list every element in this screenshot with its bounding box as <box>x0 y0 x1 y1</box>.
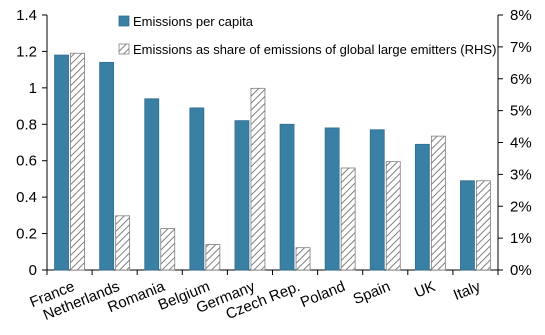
right-tick-label: 2% <box>510 198 532 215</box>
bar-emissions-share <box>385 161 401 271</box>
right-tick-label: 0% <box>510 262 532 279</box>
category-label: Poland <box>298 278 348 311</box>
legend-label-emissions-per-capita: Emissions per capita <box>133 14 254 29</box>
bar-emissions-share <box>115 215 131 271</box>
bar-emissions-share <box>70 52 85 271</box>
bars <box>54 52 491 271</box>
left-tick-label: 0.6 <box>16 153 37 170</box>
left-tick-label: 1 <box>29 80 37 97</box>
category-label: Spain <box>351 278 393 308</box>
left-tick-label: 1.2 <box>16 43 37 60</box>
bar-emissions-per-capita <box>189 107 205 271</box>
bar-emissions-per-capita <box>234 120 250 271</box>
bar-emissions-per-capita <box>460 180 475 271</box>
legend-swatch-emissions-per-capita <box>118 15 130 27</box>
bar-emissions-share <box>430 135 446 271</box>
left-tick-label: 0.2 <box>16 226 37 243</box>
right-tick-label: 3% <box>510 166 532 183</box>
bar-emissions-share <box>160 228 176 271</box>
right-tick-label: 6% <box>510 71 532 88</box>
legend: Emissions per capita Emissions as share … <box>118 14 496 57</box>
bar-emissions-share <box>205 244 221 271</box>
right-tick-label: 4% <box>510 135 532 152</box>
bar-emissions-per-capita <box>414 143 430 271</box>
category-label: UK <box>412 278 438 302</box>
bar-emissions-per-capita <box>324 127 340 271</box>
left-tick-label: 0.8 <box>16 116 37 133</box>
bar-emissions-per-capita <box>99 61 115 271</box>
category-label: Italy <box>451 278 483 304</box>
right-tick-label: 8% <box>510 7 532 24</box>
bar-emissions-per-capita <box>279 123 295 271</box>
legend-label-emissions-share: Emissions as share of emissions of globa… <box>133 42 496 57</box>
bar-emissions-share <box>295 247 311 271</box>
bar-emissions-share <box>340 167 356 271</box>
bar-emissions-per-capita <box>54 54 69 271</box>
legend-swatch-emissions-share <box>118 43 130 55</box>
bar-emissions-per-capita <box>369 129 385 271</box>
left-tick-label: 1.4 <box>16 7 37 24</box>
right-tick-label: 5% <box>510 103 532 120</box>
left-tick-label: 0 <box>29 262 37 279</box>
left-tick-label: 0.4 <box>16 189 37 206</box>
bar-emissions-per-capita <box>144 98 160 271</box>
right-tick-label: 1% <box>510 230 532 247</box>
bar-emissions-share <box>250 87 266 271</box>
bar-emissions-share <box>476 180 491 271</box>
right-tick-label: 7% <box>510 39 532 56</box>
